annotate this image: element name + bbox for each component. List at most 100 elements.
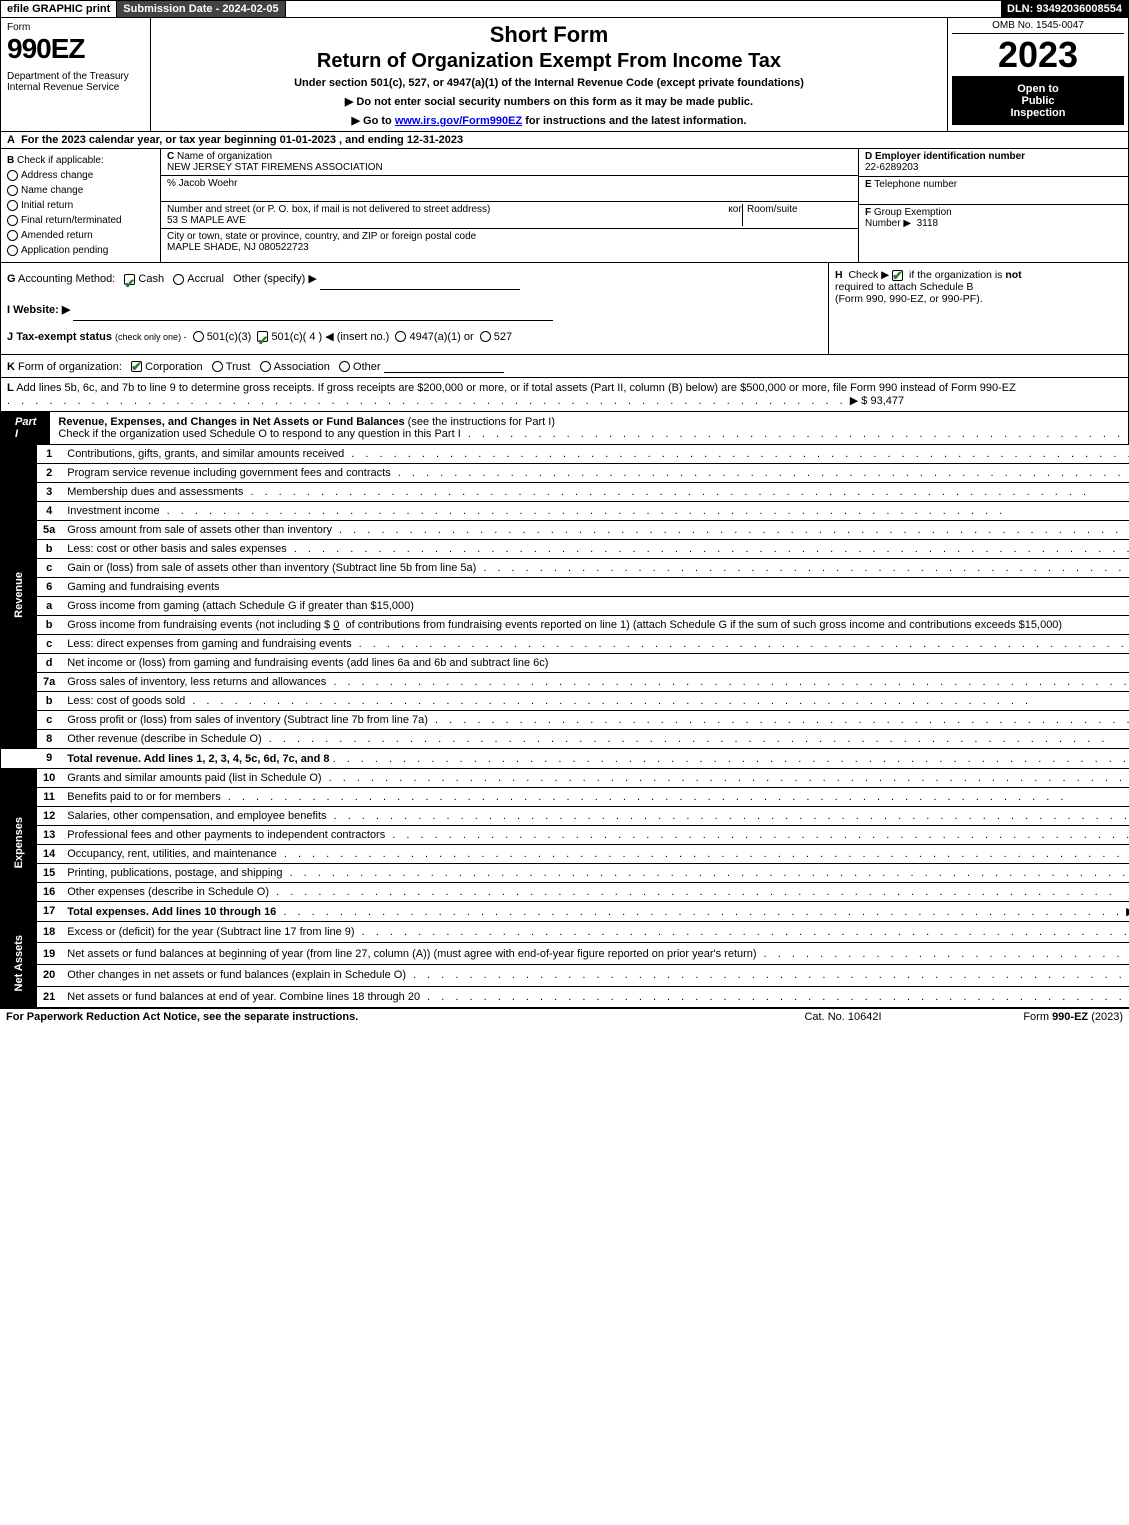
- box-h: H Check ▶ if the organization is not req…: [828, 263, 1128, 354]
- line-k: K Form of organization: Corporation Trus…: [0, 355, 1129, 378]
- opt-other-org: Other: [353, 361, 381, 373]
- check-527[interactable]: [480, 331, 491, 342]
- side-label-revenue: Revenue: [1, 445, 38, 749]
- check-address-change[interactable]: [7, 170, 18, 181]
- open-to: Open to: [954, 83, 1122, 95]
- room-suite-label: Room/suite: [747, 204, 798, 215]
- check-final-return[interactable]: [7, 215, 18, 226]
- line-6d-desc: Net income or (loss) from gaming and fun…: [61, 653, 1129, 672]
- line-9-desc: Total revenue. Add lines 1, 2, 3, 4, 5c,…: [61, 748, 1129, 768]
- opt-final-return: Final return/terminated: [21, 215, 122, 226]
- opt-application-pending: Application pending: [21, 245, 108, 256]
- ein-label: Employer identification number: [875, 151, 1025, 162]
- org-name: NEW JERSEY STAT FIREMENS ASSOCIATION: [167, 162, 383, 173]
- form-header: Form 990EZ Department of the Treasury In…: [0, 18, 1129, 132]
- part-i-sub: (see the instructions for Part I): [408, 416, 555, 428]
- line-19-desc: Net assets or fund balances at beginning…: [61, 943, 1129, 965]
- line-7c-desc: Gross profit or (loss) from sales of inv…: [61, 710, 1129, 729]
- line-17-num: 17: [37, 901, 61, 921]
- line-13-desc: Professional fees and other payments to …: [61, 825, 1129, 844]
- part-i-header: Part I Revenue, Expenses, and Changes in…: [0, 412, 1129, 445]
- check-association[interactable]: [260, 361, 271, 372]
- check-accrual[interactable]: [173, 274, 184, 285]
- check-501c[interactable]: [257, 331, 268, 342]
- line-6c-num: c: [37, 634, 61, 653]
- dots-l: [7, 395, 847, 407]
- line-2-desc: Program service revenue including govern…: [61, 463, 1129, 482]
- part-i-table: Revenue 1 Contributions, gifts, grants, …: [0, 445, 1129, 1008]
- part-i-check-note: Check if the organization used Schedule …: [58, 428, 1129, 440]
- line-11-num: 11: [37, 787, 61, 806]
- label-d: D: [865, 151, 872, 162]
- other-specify-input[interactable]: [320, 276, 520, 290]
- website-label: Website: ▶: [13, 304, 70, 316]
- other-org-input[interactable]: [384, 359, 504, 373]
- line-19-num: 19: [37, 943, 61, 965]
- line-9-num: 9: [37, 748, 61, 768]
- line-a-period: A For the 2023 calendar year, or tax yea…: [0, 132, 1129, 149]
- irs-link[interactable]: www.irs.gov/Form990EZ: [395, 115, 522, 127]
- line-6d-num: d: [37, 653, 61, 672]
- label-k: K: [7, 361, 15, 373]
- opt-trust: Trust: [226, 361, 251, 373]
- line-1-desc: Contributions, gifts, grants, and simila…: [61, 445, 1129, 464]
- line-6-desc: Gaming and fundraising events: [61, 577, 1129, 596]
- check-schedule-b-not-required[interactable]: [892, 270, 903, 281]
- public: Public: [954, 95, 1122, 107]
- label-g: G: [7, 273, 16, 285]
- line-21-num: 21: [37, 986, 61, 1008]
- side-label-expenses: Expenses: [1, 768, 38, 921]
- subtitle-section: Under section 501(c), 527, or 4947(a)(1)…: [157, 77, 941, 89]
- opt-other-specify: Other (specify) ▶: [233, 273, 317, 285]
- street-value: 53 S MAPLE AVE: [167, 215, 246, 226]
- check-application-pending[interactable]: [7, 245, 18, 256]
- check-corporation[interactable]: [131, 361, 142, 372]
- part-i-tab: Part I: [1, 412, 50, 444]
- h-text2: if the organization is: [909, 269, 1005, 281]
- form-version: Form 990-EZ (2023): [943, 1011, 1123, 1023]
- label-e: E: [865, 179, 872, 190]
- line-7a-num: 7a: [37, 672, 61, 691]
- line-7b-num: b: [37, 691, 61, 710]
- check-name-change[interactable]: [7, 185, 18, 196]
- line-11-desc: Benefits paid to or for members: [61, 787, 1129, 806]
- check-501c3[interactable]: [193, 331, 204, 342]
- efile-graphic-print[interactable]: efile GRAPHIC print: [1, 1, 117, 17]
- line-6a-desc: Gross income from gaming (attach Schedul…: [61, 596, 1129, 615]
- line-5b-num: b: [37, 539, 61, 558]
- title-return: Return of Organization Exempt From Incom…: [157, 50, 941, 73]
- line-5b-desc: Less: cost or other basis and sales expe…: [61, 539, 1129, 558]
- opt-initial-return: Initial return: [21, 200, 73, 211]
- line-4-num: 4: [37, 501, 61, 520]
- check-other-org[interactable]: [339, 361, 350, 372]
- accounting-method-label: Accounting Method:: [18, 273, 115, 285]
- line-14-desc: Occupancy, rent, utilities, and maintena…: [61, 844, 1129, 863]
- line-16-num: 16: [37, 882, 61, 901]
- check-only-one: (check only one) -: [115, 332, 187, 342]
- check-amended-return[interactable]: [7, 230, 18, 241]
- check-cash[interactable]: [124, 274, 135, 285]
- check-if-applicable: Check if applicable:: [17, 155, 104, 166]
- goto-pre: ▶ Go to: [352, 115, 395, 127]
- check-trust[interactable]: [212, 361, 223, 372]
- side-label-net-assets: Net Assets: [1, 921, 38, 1007]
- label-c: C: [167, 151, 174, 162]
- check-initial-return[interactable]: [7, 200, 18, 211]
- arrow-l: ▶: [850, 395, 858, 407]
- line-18-num: 18: [37, 921, 61, 943]
- top-bar: efile GRAPHIC print Submission Date - 20…: [0, 0, 1129, 18]
- line-6c-desc: Less: direct expenses from gaming and fu…: [61, 634, 1129, 653]
- website-input[interactable]: [73, 307, 553, 321]
- omb-number: OMB No. 1545-0047: [952, 20, 1124, 34]
- form-number: 990EZ: [7, 33, 144, 65]
- line-8-num: 8: [37, 729, 61, 748]
- check-4947a1[interactable]: [395, 331, 406, 342]
- box-def: D Employer identification number 22-6289…: [858, 149, 1128, 262]
- form-title-block: Short Form Return of Organization Exempt…: [151, 18, 948, 131]
- h-not: not: [1005, 269, 1021, 281]
- page-footer: For Paperwork Reduction Act Notice, see …: [0, 1008, 1129, 1025]
- goto-post: for instructions and the latest informat…: [525, 115, 746, 127]
- line-14-num: 14: [37, 844, 61, 863]
- line-21-desc: Net assets or fund balances at end of ye…: [61, 986, 1129, 1008]
- line-6b-desc: Gross income from fundraising events (no…: [61, 615, 1129, 634]
